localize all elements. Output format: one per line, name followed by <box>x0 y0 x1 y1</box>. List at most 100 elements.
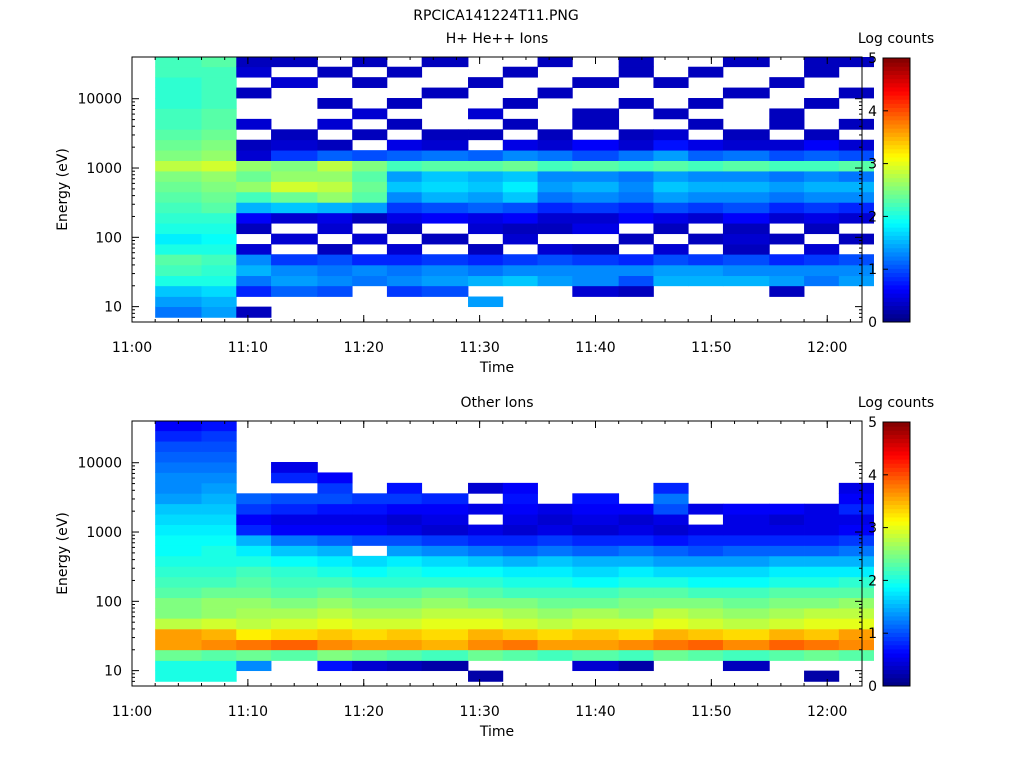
colorbar-segment <box>883 475 910 481</box>
spectrogram-cell <box>838 608 874 619</box>
spectrogram-cell <box>838 202 874 214</box>
spectrogram-cell <box>838 160 874 172</box>
spectrogram-cell <box>352 264 388 277</box>
spectrogram-cell <box>386 254 423 266</box>
spectrogram-cell <box>201 212 237 224</box>
spectrogram-cell <box>352 535 388 546</box>
spectrogram-cell <box>421 493 469 505</box>
spectrogram-cell <box>722 254 770 266</box>
spectrogram-cell <box>201 98 237 109</box>
colorbar-tick-label: 5 <box>868 415 877 431</box>
spectrogram-cell <box>201 660 237 672</box>
colorbar-segment <box>883 161 910 166</box>
spectrogram-cell <box>468 108 504 120</box>
spectrogram-cell <box>155 608 202 619</box>
colorbar-segment <box>883 136 910 142</box>
spectrogram-cell <box>155 587 202 599</box>
spectrogram-cell <box>537 555 573 567</box>
spectrogram-cell <box>421 150 469 161</box>
spectrogram-cell <box>572 555 620 567</box>
spectrogram-cell <box>804 514 840 525</box>
spectrogram-cell <box>618 566 654 578</box>
colorbar-segment <box>883 648 910 654</box>
spectrogram-cell <box>618 660 654 672</box>
spectrogram-cell <box>804 275 840 287</box>
spectrogram-cell <box>421 202 469 214</box>
spectrogram-cell <box>722 87 770 99</box>
spectrogram-cell <box>201 139 237 151</box>
spectrogram-cell <box>317 285 353 297</box>
colorbar-segment <box>883 615 910 621</box>
colorbar-segment <box>883 620 910 625</box>
colorbar-segment <box>883 152 910 158</box>
spectrogram-cell <box>352 587 388 599</box>
spectrogram-cell <box>201 77 237 88</box>
y-tick-label: 10 <box>104 664 122 680</box>
spectrogram-cell <box>769 545 805 557</box>
spectrogram-cell <box>352 649 388 661</box>
spectrogram-cell <box>317 503 353 515</box>
spectrogram-cell <box>386 482 423 494</box>
spectrogram-cell <box>155 441 202 452</box>
spectrogram-cell <box>271 618 318 630</box>
spectrogram-cell <box>201 306 237 318</box>
spectrogram-cell <box>352 639 388 651</box>
colorbar-segment <box>883 525 910 530</box>
colorbar-segment <box>883 595 910 600</box>
spectrogram-cell <box>838 191 874 203</box>
spectrogram-cell <box>468 244 504 255</box>
spectrogram-cell <box>653 264 689 277</box>
spectrogram-cell <box>722 233 770 245</box>
spectrogram-cell <box>317 566 353 578</box>
x-axis-label: Time <box>479 360 514 376</box>
colorbar-segment <box>883 438 910 444</box>
spectrogram-cell <box>804 649 840 661</box>
spectrogram-cell <box>317 608 353 619</box>
spectrogram-cell <box>804 264 840 277</box>
colorbar-segment <box>883 194 910 199</box>
spectrogram-cell <box>352 660 388 672</box>
spectrogram-cell <box>537 514 573 525</box>
spectrogram-cell <box>502 171 538 182</box>
spectrogram-cell <box>804 254 840 266</box>
spectrogram-cell <box>155 181 202 193</box>
spectrogram-cell <box>618 618 654 630</box>
spectrogram-cell <box>572 150 620 161</box>
spectrogram-cell <box>317 66 353 78</box>
spectrogram-cell <box>537 171 573 182</box>
colorbar-segment <box>883 434 910 440</box>
spectrogram-cell <box>468 618 504 630</box>
colorbar-segment <box>883 603 910 609</box>
colorbar-segment <box>883 264 910 269</box>
spectrogram-cell <box>201 545 237 557</box>
spectrogram-cell <box>271 587 318 599</box>
spectrogram-cell <box>155 535 202 546</box>
spectrogram-cell <box>769 535 805 546</box>
spectrogram-cell <box>653 482 689 494</box>
spectrogram-cell <box>537 545 573 557</box>
spectrogram-cell <box>155 639 202 651</box>
spectrogram-cell <box>618 545 654 557</box>
colorbar-segment <box>883 206 910 212</box>
spectrogram-cell <box>317 472 353 484</box>
spectrogram-cell <box>271 524 318 536</box>
spectrogram-cell <box>155 482 202 494</box>
spectrogram-cell <box>722 160 770 172</box>
colorbar-segment <box>883 483 910 489</box>
colorbar-segment <box>883 681 910 687</box>
colorbar-segment <box>883 95 910 100</box>
spectrogram-cell <box>688 628 724 641</box>
spectrogram-cell <box>421 87 469 99</box>
spectrogram-cell <box>468 649 504 661</box>
spectrogram-cell <box>271 285 318 297</box>
spectrogram-cell <box>804 171 840 182</box>
spectrogram-cell <box>838 576 874 588</box>
spectrogram-cell <box>421 171 469 182</box>
spectrogram-cell <box>502 150 538 161</box>
spectrogram-cell <box>271 597 318 609</box>
spectrogram-cell <box>618 254 654 266</box>
spectrogram-cell <box>386 503 423 515</box>
spectrogram-cell <box>352 597 388 609</box>
spectrogram-cell <box>155 566 202 578</box>
colorbar-segment <box>883 562 910 567</box>
